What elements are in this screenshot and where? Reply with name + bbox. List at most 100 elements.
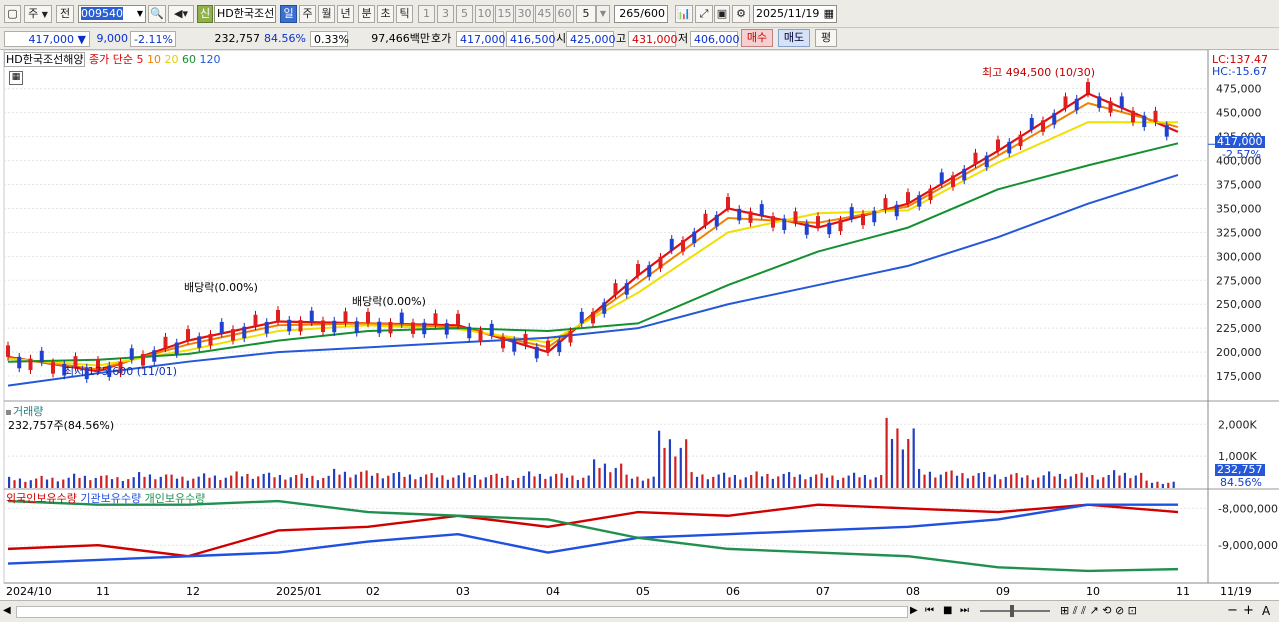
volume-bar <box>1064 478 1067 488</box>
gear-icon[interactable]: ⚙ <box>732 5 750 23</box>
period-year-button[interactable]: 년 <box>337 5 354 23</box>
candle-body <box>1131 110 1135 123</box>
ma-label: 종가 단순 <box>88 53 133 66</box>
volume-bar <box>376 473 379 488</box>
candle-body <box>433 313 438 325</box>
candle-body <box>939 172 944 184</box>
candle-body <box>174 342 179 355</box>
stop-icon[interactable]: ■ <box>943 605 953 616</box>
chart-area[interactable]: 175,000 200,000 225,000 250,000 275,000 300,0… <box>0 50 1279 622</box>
save-icon[interactable]: ▣ <box>714 5 730 23</box>
volume-bar <box>132 477 135 488</box>
volume-bar <box>511 480 514 488</box>
last-page-icon[interactable]: ⏭ <box>960 605 969 616</box>
y-tick-label: 300,000 <box>1216 250 1262 263</box>
chevron-down-icon[interactable]: ▼ <box>136 9 143 18</box>
range-button[interactable]: 전 <box>56 5 74 23</box>
tool-icons[interactable]: ⊞ ⫽ ⫽ ↗ ⟲ ⊘ ⊡ <box>1060 604 1137 617</box>
zoom-slider[interactable] <box>980 610 1050 612</box>
volume-bar <box>1161 483 1164 488</box>
y-tick-label: -8,000,000 <box>1218 502 1278 515</box>
zoom-out-button[interactable]: − <box>1227 603 1238 618</box>
scroll-left-icon[interactable]: ◀ <box>3 605 11 616</box>
volume-bar <box>51 477 54 488</box>
interval-input[interactable]: 5 <box>576 5 596 23</box>
interval-45-button[interactable]: 45 <box>535 5 554 23</box>
font-size-button[interactable]: A <box>1262 604 1271 618</box>
window-menu-button[interactable]: ▢ <box>4 5 21 23</box>
interval-5-button[interactable]: 5 <box>456 5 473 23</box>
interval-10-button[interactable]: 10 <box>475 5 494 23</box>
market-select[interactable]: 주 ▼ <box>24 5 52 23</box>
interval-30-button[interactable]: 30 <box>515 5 534 23</box>
interval-1-button[interactable]: 1 <box>418 5 435 23</box>
period-day-button[interactable]: 일 <box>280 5 297 23</box>
y-tick-label: 225,000 <box>1216 322 1262 335</box>
volume-bar <box>148 474 152 488</box>
stock-code-input[interactable]: 009540 ▼ <box>78 5 146 23</box>
volume-bar <box>322 477 325 488</box>
candle-body <box>1119 96 1124 108</box>
candle-body <box>287 319 292 332</box>
speaker-icon[interactable]: ◀▾ <box>168 5 194 23</box>
candle-body <box>1018 134 1023 147</box>
chart-canvas[interactable]: 175,000 200,000 225,000 250,000 275,000 300,0… <box>0 50 1279 621</box>
period-month-button[interactable]: 월 <box>318 5 335 23</box>
volume-bar <box>636 476 639 488</box>
volume-bar <box>490 475 493 488</box>
period-week-button[interactable]: 주 <box>299 5 316 23</box>
volume-bar <box>766 473 769 488</box>
period-second-button[interactable]: 초 <box>377 5 394 23</box>
grid-toggle-icon[interactable]: ▦ <box>9 71 23 85</box>
buy-button[interactable]: 매수 <box>741 29 773 47</box>
first-page-icon[interactable]: ⏮ <box>925 605 934 616</box>
candle-body <box>141 354 145 366</box>
candle-body <box>883 198 888 210</box>
volume-bar <box>690 472 693 488</box>
change-value: 9,000 <box>96 32 129 45</box>
horizontal-scrollbar[interactable] <box>16 606 908 618</box>
candle-body <box>489 323 494 336</box>
ask-value: 416,500 <box>506 31 556 47</box>
chevron-down-icon[interactable]: ▼ <box>596 5 610 23</box>
candle-body <box>467 326 472 339</box>
zoom-in-button[interactable]: + <box>1243 603 1254 618</box>
candle-body <box>1142 115 1147 128</box>
volume-bar <box>338 474 341 488</box>
date-field[interactable]: 2025/11/19 ▦ <box>753 5 837 23</box>
volume-bar <box>316 480 319 488</box>
candle-body <box>906 192 910 204</box>
calendar-icon[interactable]: ▦ <box>823 7 834 20</box>
y-tick-label: 475,000 <box>1216 83 1262 96</box>
ma-line-120 <box>7 173 1179 387</box>
volume-bar <box>593 459 596 488</box>
count-field[interactable]: 265/600 <box>614 5 668 23</box>
interval-60-button[interactable]: 60 <box>555 5 574 23</box>
search-icon[interactable]: 🔍 <box>148 5 166 23</box>
candle-body <box>422 322 427 335</box>
interval-3-button[interactable]: 3 <box>437 5 454 23</box>
hc-value: HC:-15.67 <box>1212 65 1268 78</box>
zoom-slider-thumb[interactable] <box>1010 605 1014 617</box>
low-value: 406,000 <box>690 31 740 47</box>
average-button[interactable]: 평 <box>815 29 837 47</box>
scroll-right-icon[interactable]: ▶ <box>910 605 918 616</box>
candle-body <box>512 340 517 352</box>
chart-type-icon[interactable]: 📊 <box>675 5 693 23</box>
candle-body <box>861 213 865 226</box>
sell-button[interactable]: 매도 <box>778 29 810 47</box>
volume-bar <box>143 476 146 488</box>
bid-label: 호가 <box>431 32 452 45</box>
period-tick-button[interactable]: 틱 <box>396 5 413 23</box>
new-badge[interactable]: 신 <box>197 5 213 23</box>
stock-name-field[interactable]: HD한국조선 <box>214 5 276 23</box>
candle-body <box>838 219 843 232</box>
volume-bar <box>528 471 531 488</box>
draw-tool-icon[interactable]: ⤢ <box>695 5 713 23</box>
period-minute-button[interactable]: 분 <box>358 5 375 23</box>
volume-bar <box>1015 473 1018 488</box>
volume-bar <box>165 474 168 488</box>
interval-15-button[interactable]: 15 <box>495 5 514 23</box>
ma-line-60 <box>7 142 1179 363</box>
volume-bar <box>333 468 336 488</box>
